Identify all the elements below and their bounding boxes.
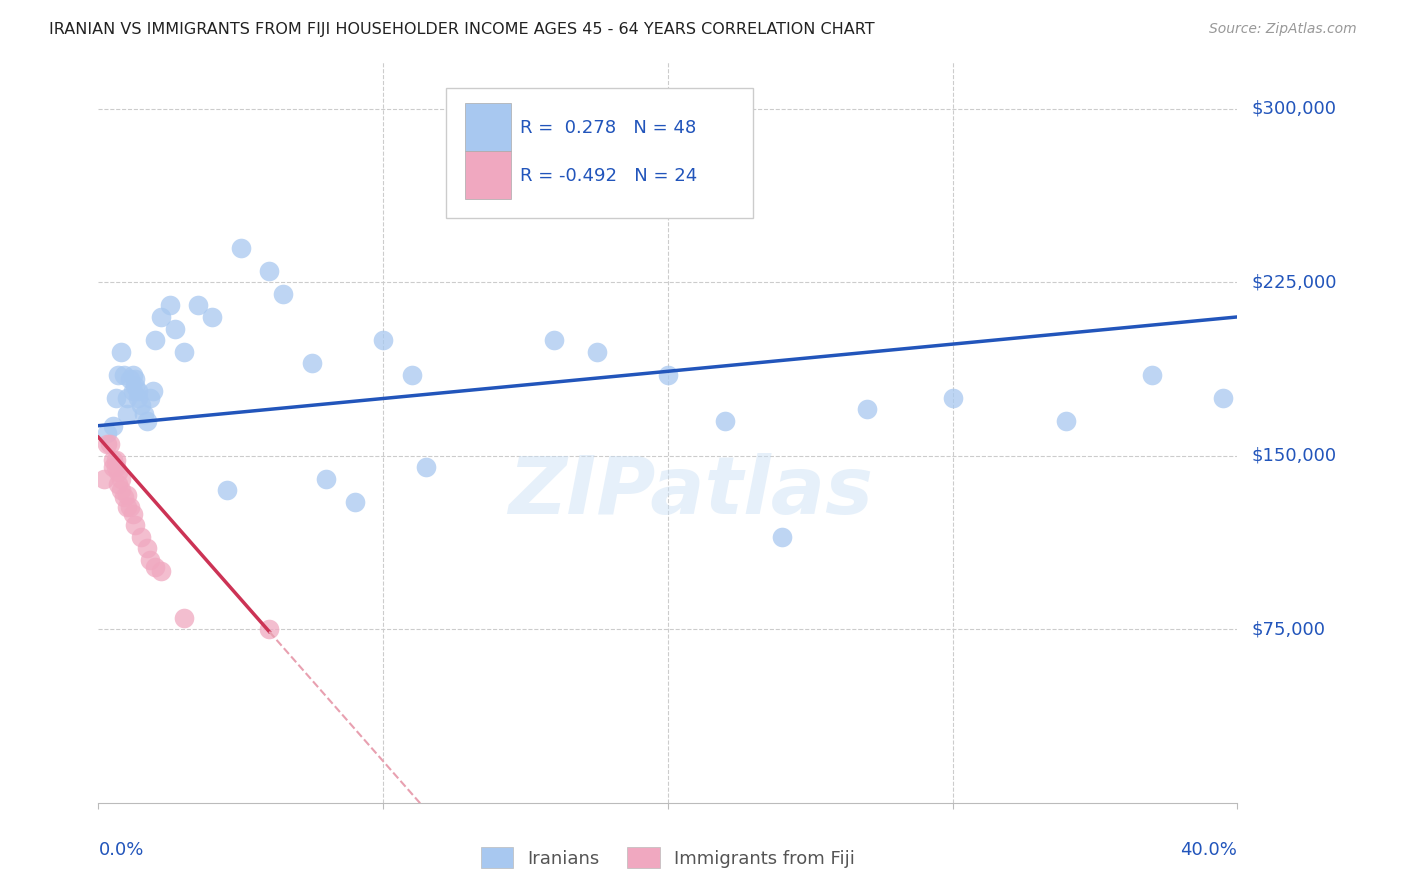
Point [115, 488, 138, 502]
Point [101, 453, 124, 467]
Point [124, 379, 146, 393]
Text: Source: ZipAtlas.com: Source: ZipAtlas.com [1209, 22, 1357, 37]
Text: 40.0%: 40.0% [1181, 840, 1237, 859]
Point [132, 407, 155, 421]
Point [135, 414, 157, 428]
Point [770, 530, 793, 544]
Point [127, 384, 149, 398]
Point [96, 437, 118, 451]
Point [127, 391, 149, 405]
Point [1140, 368, 1163, 382]
Point [107, 368, 129, 382]
Point [343, 495, 366, 509]
Point [121, 384, 143, 398]
FancyBboxPatch shape [446, 88, 754, 218]
Point [115, 500, 138, 514]
Point [138, 553, 160, 567]
Point [856, 402, 879, 417]
Point [373, 333, 395, 347]
Point [104, 453, 127, 467]
Point [118, 500, 141, 514]
Point [457, 148, 479, 162]
Point [129, 398, 152, 412]
Point [101, 418, 124, 433]
Point [150, 565, 173, 579]
Point [315, 472, 337, 486]
Point [135, 541, 157, 556]
Point [104, 460, 127, 475]
Point [141, 384, 163, 398]
Point [112, 491, 135, 505]
Point [115, 391, 138, 405]
Legend: Iranians, Immigrants from Fiji: Iranians, Immigrants from Fiji [474, 840, 862, 875]
Y-axis label: Householder Income Ages 45 - 64 years: Householder Income Ages 45 - 64 years [0, 267, 8, 599]
Point [110, 472, 132, 486]
Point [543, 333, 565, 347]
Point [107, 465, 129, 479]
Point [273, 286, 295, 301]
Point [145, 559, 167, 574]
Point [107, 476, 129, 491]
Point [138, 391, 160, 405]
Point [173, 610, 195, 624]
Text: R = -0.492   N = 24: R = -0.492 N = 24 [520, 167, 697, 185]
Point [129, 530, 152, 544]
Text: R =  0.278   N = 48: R = 0.278 N = 48 [520, 119, 696, 136]
Point [165, 321, 187, 335]
Point [657, 368, 679, 382]
Point [118, 372, 141, 386]
Text: $225,000: $225,000 [1251, 273, 1337, 291]
Point [215, 483, 238, 498]
Point [1056, 414, 1078, 428]
Point [110, 344, 132, 359]
Point [187, 298, 209, 312]
Point [104, 391, 127, 405]
Point [259, 263, 281, 277]
FancyBboxPatch shape [465, 103, 510, 152]
Point [173, 344, 195, 359]
Point [121, 507, 143, 521]
Point [145, 333, 167, 347]
Point [301, 356, 323, 370]
Text: IRANIAN VS IMMIGRANTS FROM FIJI HOUSEHOLDER INCOME AGES 45 - 64 YEARS CORRELATIO: IRANIAN VS IMMIGRANTS FROM FIJI HOUSEHOL… [49, 22, 875, 37]
Point [229, 240, 252, 255]
FancyBboxPatch shape [465, 152, 510, 200]
Point [98, 437, 121, 451]
Point [112, 368, 135, 382]
Text: ZIPatlas: ZIPatlas [508, 453, 873, 531]
Point [121, 368, 143, 382]
Point [942, 391, 965, 405]
Text: 0.0%: 0.0% [98, 840, 143, 859]
Point [201, 310, 224, 324]
Text: $150,000: $150,000 [1251, 447, 1336, 465]
Point [115, 407, 138, 421]
Point [415, 460, 437, 475]
Point [401, 368, 423, 382]
Point [1212, 391, 1234, 405]
Point [714, 414, 737, 428]
Point [259, 622, 281, 636]
Point [124, 372, 146, 386]
Point [96, 425, 118, 440]
Point [124, 518, 146, 533]
Point [150, 310, 173, 324]
Point [101, 460, 124, 475]
Point [585, 344, 607, 359]
Text: $300,000: $300,000 [1251, 100, 1336, 118]
Point [159, 298, 181, 312]
Point [110, 483, 132, 498]
Text: $75,000: $75,000 [1251, 620, 1326, 639]
Point [93, 472, 115, 486]
